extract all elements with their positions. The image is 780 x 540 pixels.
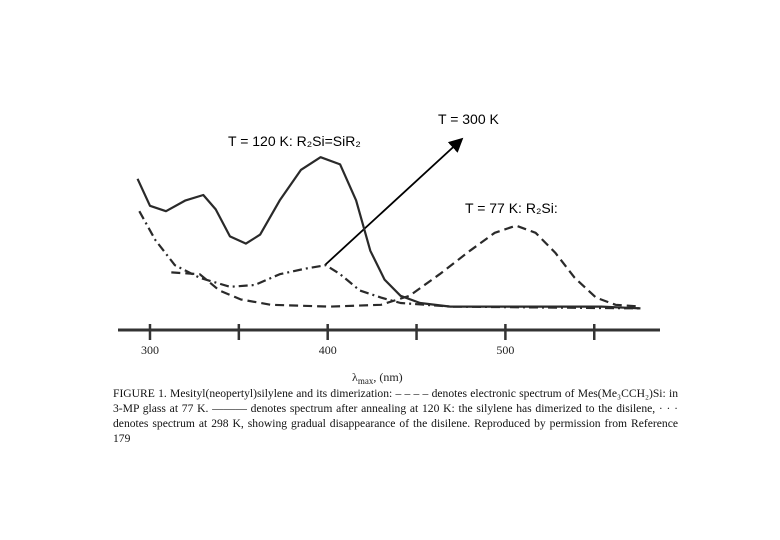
x-label-sub: max: [358, 376, 374, 386]
spectrum-line: [138, 210, 641, 310]
annotation: T = 77 K: R₂Si:: [465, 200, 558, 216]
annotation: T = 300 K: [438, 111, 500, 127]
x-tick-label: 500: [496, 343, 514, 357]
x-tick-label: 400: [319, 343, 337, 357]
x-label-unit: , (nm): [373, 370, 402, 384]
x-tick-label: 300: [141, 343, 159, 357]
x-axis-label: λmax, (nm): [352, 370, 403, 386]
spectrum-line: [171, 224, 641, 308]
arrow: [324, 137, 464, 266]
x-label-symbol: λ: [352, 370, 358, 384]
annotation: T = 120 K: R₂Si=SiR₂: [228, 133, 361, 149]
caption: FIGURE 1. Mesityl(neopertyl)silylene and…: [113, 387, 678, 445]
